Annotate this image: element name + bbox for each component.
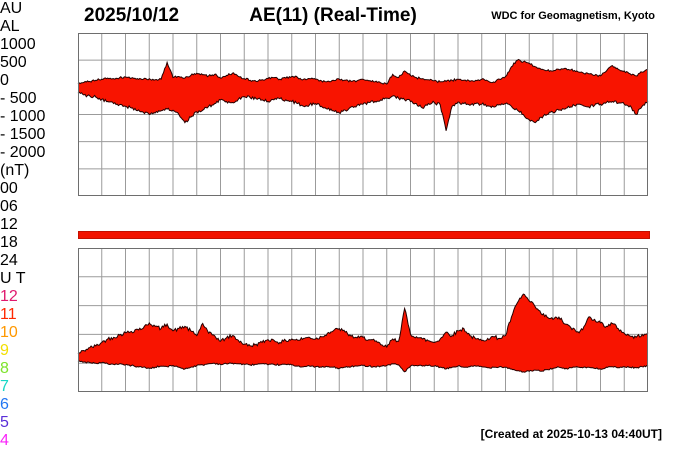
legend-station-count-7: 7	[0, 378, 9, 395]
plot-date: 2025/10/12	[84, 5, 180, 26]
y-tick-au--2000: - 2000	[0, 144, 46, 161]
x-tick-0h: 00	[0, 180, 18, 197]
x-tick-6h: 06	[0, 198, 18, 215]
legend-station-count-12: 12	[0, 288, 18, 305]
created-timestamp: [Created at 2025-10-13 04:40UT]	[480, 427, 662, 441]
axis-name-al: AL	[0, 18, 20, 35]
x-tick-18h: 18	[0, 234, 18, 251]
legend-station-count-11: 11	[0, 306, 17, 323]
y-tick-au--1500: - 1500	[0, 126, 46, 143]
y-tick-au-0: 0	[0, 72, 9, 89]
axis-name-au: AU	[0, 0, 23, 17]
top-panel-plot	[77, 33, 649, 196]
y-tick-au-1000: 1000	[0, 36, 36, 53]
legend-station-count-9: 9	[0, 342, 9, 359]
plot-title: AE(11) (Real-Time)	[249, 5, 417, 26]
y-axis-unit: (nT)	[0, 162, 30, 179]
legend-station-count-5: 5	[0, 414, 9, 431]
legend-station-count-6: 6	[0, 396, 9, 413]
legend-station-count-8: 8	[0, 360, 9, 377]
x-axis-label: U T	[0, 270, 26, 287]
bottom-panel-plot	[77, 248, 649, 392]
data-availability-bar	[78, 231, 650, 239]
credit-text: WDC for Geomagnetism, Kyoto	[491, 10, 655, 22]
x-tick-12h: 12	[0, 216, 18, 233]
legend-station-count-4: 4	[0, 432, 9, 449]
y-tick-au--500: - 500	[0, 90, 37, 107]
legend-station-count-10: 10	[0, 324, 18, 341]
y-tick-au-500: 500	[0, 54, 27, 71]
x-tick-24h: 24	[0, 252, 18, 269]
y-tick-au--1000: - 1000	[0, 108, 46, 125]
